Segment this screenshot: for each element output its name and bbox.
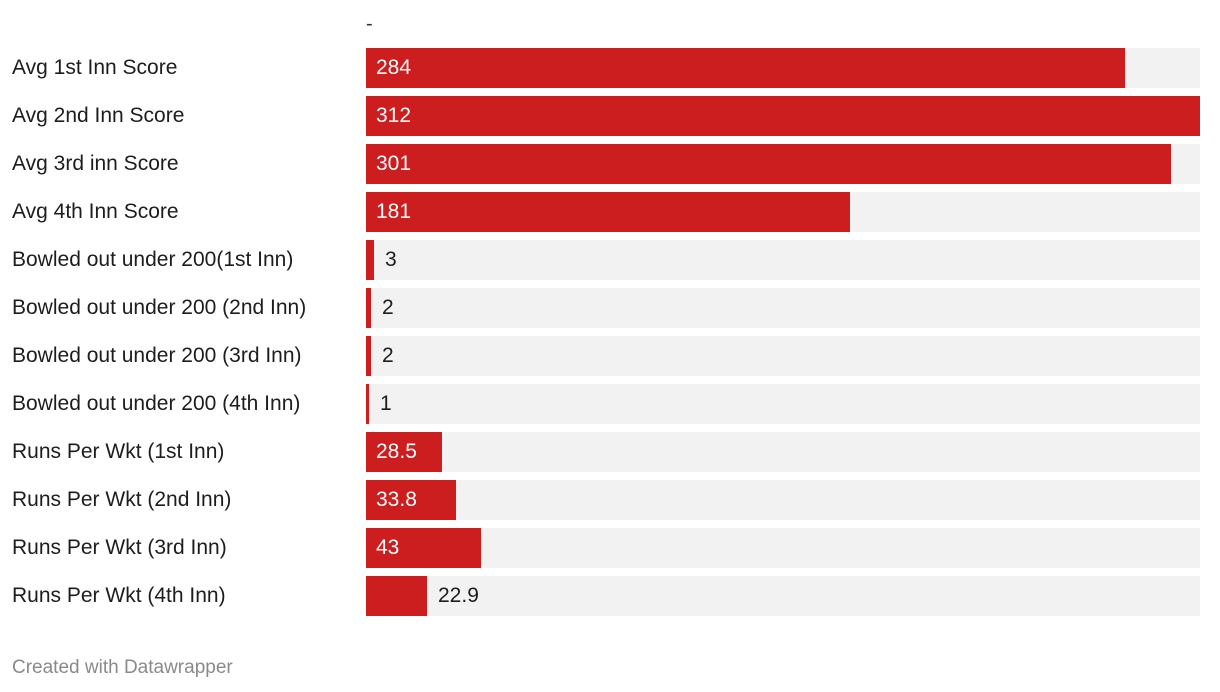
bar <box>366 240 374 280</box>
bar <box>366 144 1171 184</box>
chart-row: Avg 4th Inn Score 181 <box>0 192 1220 232</box>
bar-chart: - Avg 1st Inn Score 284 Avg 2nd Inn Score 3… <box>0 13 1220 616</box>
footer-credit: Created with Datawrapper <box>12 657 233 678</box>
value-label: 2 <box>382 344 394 367</box>
bar-track: 22.9 <box>366 576 1200 616</box>
value-label: 181 <box>376 200 412 223</box>
category-label: Runs Per Wkt (4th Inn) <box>12 584 226 607</box>
bar-track: 3 <box>366 240 1200 280</box>
category-label: Avg 3rd inn Score <box>12 152 179 175</box>
chart-row: Bowled out under 200 (4th Inn) 1 <box>0 384 1220 424</box>
bar <box>366 576 427 616</box>
category-label: Avg 2nd Inn Score <box>12 104 185 127</box>
category-label: Bowled out under 200 (3rd Inn) <box>12 344 302 367</box>
value-label: 3 <box>385 248 397 271</box>
bar <box>366 384 369 424</box>
value-label: 2 <box>382 296 394 319</box>
value-label: 28.5 <box>376 440 417 463</box>
chart-row: Runs Per Wkt (4th Inn) 22.9 <box>0 576 1220 616</box>
chart-row: Runs Per Wkt (2nd Inn) 33.8 <box>0 480 1220 520</box>
chart-row: Avg 1st Inn Score 284 <box>0 48 1220 88</box>
chart-row: Avg 3rd inn Score 301 <box>0 144 1220 184</box>
bar <box>366 288 371 328</box>
value-label: 22.9 <box>438 584 479 607</box>
bar <box>366 336 371 376</box>
bar-track: 284 <box>366 48 1200 88</box>
bar-track: 28.5 <box>366 432 1200 472</box>
bar <box>366 96 1200 136</box>
category-label: Bowled out under 200 (4th Inn) <box>12 392 301 415</box>
value-label: 1 <box>380 392 392 415</box>
chart-row: Bowled out under 200(1st Inn) 3 <box>0 240 1220 280</box>
category-label: Runs Per Wkt (3rd Inn) <box>12 536 227 559</box>
bar <box>366 48 1125 88</box>
value-label: 312 <box>376 104 412 127</box>
chart-row: Bowled out under 200 (3rd Inn) 2 <box>0 336 1220 376</box>
bar-track: 33.8 <box>366 480 1200 520</box>
chart-header-dash: - <box>366 13 373 35</box>
bar-track: 43 <box>366 528 1200 568</box>
bar-track: 2 <box>366 336 1200 376</box>
bar-track: 301 <box>366 144 1200 184</box>
bar-track: 312 <box>366 96 1200 136</box>
chart-row: Runs Per Wkt (1st Inn) 28.5 <box>0 432 1220 472</box>
category-label: Bowled out under 200 (2nd Inn) <box>12 296 307 319</box>
category-label: Avg 4th Inn Score <box>12 200 179 223</box>
bar-track: 1 <box>366 384 1200 424</box>
bar <box>366 528 481 568</box>
bar <box>366 192 850 232</box>
category-label: Runs Per Wkt (2nd Inn) <box>12 488 232 511</box>
chart-row: Bowled out under 200 (2nd Inn) 2 <box>0 288 1220 328</box>
bar-track: 2 <box>366 288 1200 328</box>
category-label: Bowled out under 200(1st Inn) <box>12 248 294 271</box>
category-label: Avg 1st Inn Score <box>12 56 178 79</box>
category-label: Runs Per Wkt (1st Inn) <box>12 440 225 463</box>
bar <box>366 432 442 472</box>
value-label: 284 <box>376 56 412 79</box>
chart-row: Runs Per Wkt (3rd Inn) 43 <box>0 528 1220 568</box>
value-label: 33.8 <box>376 488 417 511</box>
bar <box>366 480 456 520</box>
chart-row: Avg 2nd Inn Score 312 <box>0 96 1220 136</box>
bar-track: 181 <box>366 192 1200 232</box>
value-label: 301 <box>376 152 412 175</box>
value-label: 43 <box>376 536 400 559</box>
